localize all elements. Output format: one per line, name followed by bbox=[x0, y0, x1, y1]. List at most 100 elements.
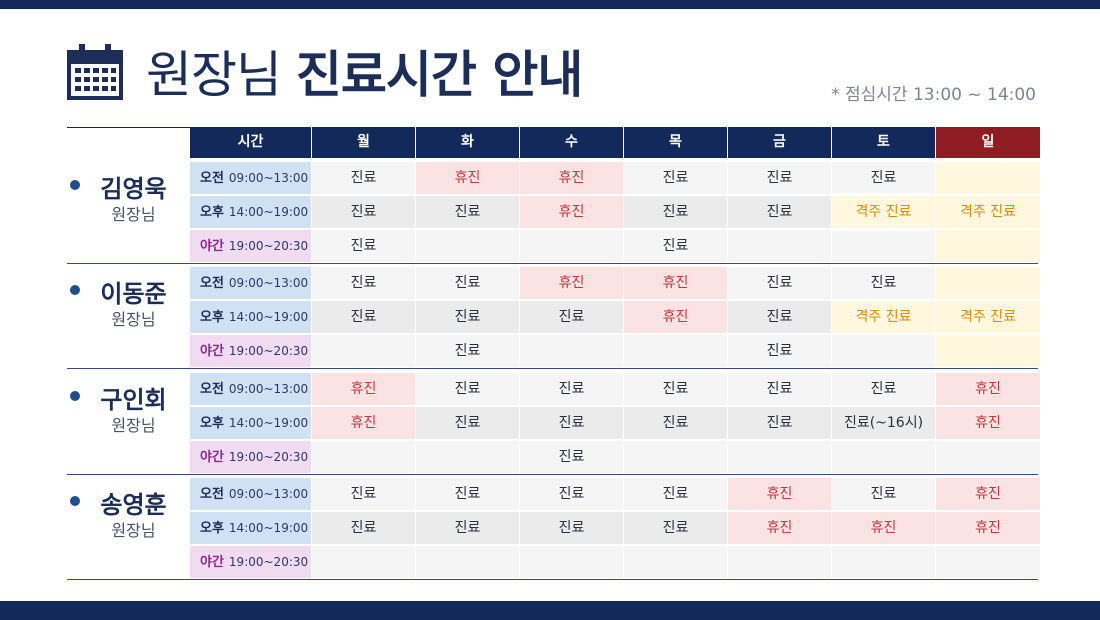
schedule-cell: 진료 bbox=[624, 512, 728, 544]
schedule-cell: 진료 bbox=[728, 267, 832, 299]
schedule-cell: 진료 bbox=[312, 478, 416, 510]
slot-label: 오후 bbox=[200, 521, 224, 536]
schedule-cell: 휴진 bbox=[624, 301, 728, 333]
schedule-cell: 진료 bbox=[624, 230, 728, 262]
schedule-cell: 진료 bbox=[520, 478, 624, 510]
schedule-cell: 진료 bbox=[520, 512, 624, 544]
schedule-cell bbox=[936, 162, 1040, 194]
slot-label: 오후 bbox=[200, 310, 224, 325]
schedule-cell: 진료 bbox=[416, 335, 520, 367]
schedule-cell: 휴진 bbox=[936, 407, 1040, 439]
schedule-cell: 진료 bbox=[728, 335, 832, 367]
slot-time: 19:00~20:30 bbox=[228, 450, 309, 464]
schedule-row: 오후 14:00~19:00 진료 진료 휴진 진료 진료 격주 진료 격주 진료 bbox=[190, 196, 1040, 228]
schedule-cell: 격주 진료 bbox=[936, 196, 1040, 228]
schedule-cell bbox=[936, 335, 1040, 367]
schedule-row: 오전 09:00~13:00 진료 진료 휴진 휴진 진료 진료 bbox=[190, 267, 1040, 299]
slot-label: 야간 bbox=[200, 344, 224, 359]
schedule-cell: 진료 bbox=[624, 196, 728, 228]
schedule-cell bbox=[936, 546, 1040, 578]
schedule-cell bbox=[624, 441, 728, 473]
bullet-icon bbox=[70, 180, 80, 190]
schedule-cell: 진료 bbox=[728, 162, 832, 194]
slot-time: 14:00~19:00 bbox=[228, 521, 309, 535]
schedule-cell: 진료 bbox=[312, 267, 416, 299]
schedule-row: 야간 19:00~20:30 진료 진료 bbox=[190, 230, 1040, 262]
schedule-row: 오전 09:00~13:00 휴진 진료 진료 진료 진료 진료 휴진 bbox=[190, 373, 1040, 405]
schedule-cell: 진료 bbox=[832, 478, 936, 510]
schedule-cell: 진료 bbox=[312, 230, 416, 262]
slot-time: 19:00~20:30 bbox=[228, 555, 309, 569]
bullet-icon bbox=[70, 285, 80, 295]
header-day: 월 bbox=[312, 127, 416, 158]
time-slot-cell: 야간 19:00~20:30 bbox=[190, 335, 312, 367]
schedule-cell bbox=[520, 546, 624, 578]
schedule-cell: 진료 bbox=[416, 478, 520, 510]
schedule-cell bbox=[936, 267, 1040, 299]
schedule-cell: 휴진 bbox=[520, 267, 624, 299]
slot-time: 09:00~13:00 bbox=[228, 276, 309, 290]
calendar-icon bbox=[67, 44, 123, 100]
time-slot-cell: 오후 14:00~19:00 bbox=[190, 407, 312, 439]
schedule-cell: 진료 bbox=[520, 407, 624, 439]
header-day: 목 bbox=[624, 127, 728, 158]
schedule-cell: 진료 bbox=[728, 301, 832, 333]
slot-time: 14:00~19:00 bbox=[228, 416, 309, 430]
doctor-name: 구인회 bbox=[100, 386, 167, 414]
schedule-row: 오전 09:00~13:00 진료 휴진 휴진 진료 진료 진료 bbox=[190, 162, 1040, 194]
time-slot-cell: 오전 09:00~13:00 bbox=[190, 373, 312, 405]
schedule-cell: 진료 bbox=[832, 373, 936, 405]
time-slot-cell: 야간 19:00~20:30 bbox=[190, 546, 312, 578]
top-bar bbox=[0, 0, 1100, 9]
schedule-cell: 진료 bbox=[832, 162, 936, 194]
schedule-cell: 진료 bbox=[728, 196, 832, 228]
schedule-cell: 진료 bbox=[728, 373, 832, 405]
schedule-cell bbox=[520, 335, 624, 367]
schedule-row: 오후 14:00~19:00 진료 진료 진료 휴진 진료 격주 진료 격주 진료 bbox=[190, 301, 1040, 333]
bottom-bar bbox=[0, 601, 1100, 620]
schedule-cell bbox=[624, 335, 728, 367]
time-slot-cell: 오후 14:00~19:00 bbox=[190, 512, 312, 544]
time-slot-cell: 오전 09:00~13:00 bbox=[190, 267, 312, 299]
schedule-cell: 진료 bbox=[416, 512, 520, 544]
time-slot-cell: 야간 19:00~20:30 bbox=[190, 441, 312, 473]
schedule-cell bbox=[416, 230, 520, 262]
schedule-cell: 휴진 bbox=[520, 196, 624, 228]
schedule-row: 오전 09:00~13:00 진료 진료 진료 진료 휴진 진료 휴진 bbox=[190, 478, 1040, 510]
schedule-cell bbox=[832, 230, 936, 262]
time-slot-cell: 오후 14:00~19:00 bbox=[190, 301, 312, 333]
slot-label: 야간 bbox=[200, 555, 224, 570]
schedule-cell: 진료 bbox=[832, 267, 936, 299]
doctor-name: 송영훈 bbox=[100, 491, 167, 519]
schedule-cell: 진료 bbox=[416, 373, 520, 405]
schedule-cell bbox=[936, 230, 1040, 262]
doctor-block: 송영훈 원장님 오전 09:00~13:00 진료 진료 진료 진료 휴진 진료 휴진 오후 14:00… bbox=[67, 478, 1040, 580]
schedule-cell: 진료 bbox=[312, 162, 416, 194]
schedule-cell: 휴진 bbox=[936, 478, 1040, 510]
schedule-cell: 진료(~16시) bbox=[832, 407, 936, 439]
schedule-row: 야간 19:00~20:30 진료 진료 bbox=[190, 335, 1040, 367]
schedule-cell bbox=[624, 546, 728, 578]
schedule-cell bbox=[832, 335, 936, 367]
slot-time: 14:00~19:00 bbox=[228, 205, 309, 219]
schedule-cell: 휴진 bbox=[728, 512, 832, 544]
doctor-block: 김영욱 원장님 오전 09:00~13:00 진료 휴진 휴진 진료 진료 진료 오후 14:00~1… bbox=[67, 162, 1040, 264]
schedule-cell bbox=[416, 546, 520, 578]
schedule-cell: 진료 bbox=[416, 301, 520, 333]
schedule-cell: 진료 bbox=[312, 301, 416, 333]
time-slot-cell: 야간 19:00~20:30 bbox=[190, 230, 312, 262]
schedule-cell: 진료 bbox=[416, 267, 520, 299]
schedule-cell bbox=[312, 441, 416, 473]
doctor-role: 원장님 bbox=[111, 205, 156, 224]
schedule-cell bbox=[728, 230, 832, 262]
bullet-icon bbox=[70, 391, 80, 401]
header-day: 금 bbox=[728, 127, 832, 158]
schedule-row: 야간 19:00~20:30 진료 bbox=[190, 441, 1040, 473]
schedule-cell: 진료 bbox=[312, 512, 416, 544]
title-light: 원장님 bbox=[146, 46, 282, 104]
schedule-cell: 진료 bbox=[520, 441, 624, 473]
schedule-cell bbox=[312, 546, 416, 578]
schedule-cell: 휴진 bbox=[312, 373, 416, 405]
schedule-cell: 진료 bbox=[416, 196, 520, 228]
slot-label: 오전 bbox=[200, 171, 224, 186]
